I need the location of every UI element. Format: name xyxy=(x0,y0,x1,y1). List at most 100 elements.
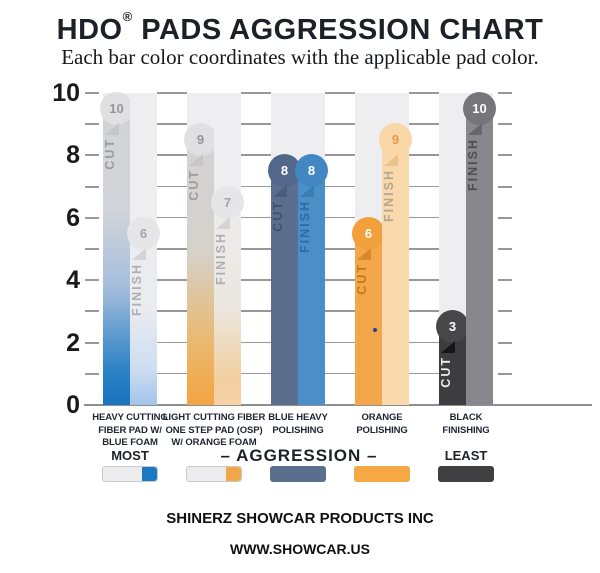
gridline xyxy=(157,185,187,188)
y-axis-tick-left xyxy=(85,341,99,344)
bar-value-badge: 10 xyxy=(100,92,133,125)
y-axis-tick-right xyxy=(498,372,512,375)
legend-swatch-3 xyxy=(354,466,410,482)
category-label-0: HEAVY CUTTING FIBER PAD W/BLUE FOAM xyxy=(72,412,188,450)
gridline xyxy=(325,185,355,188)
category-label-line: HEAVY CUTTING xyxy=(92,412,168,423)
y-axis-tick-left xyxy=(85,372,99,375)
y-axis-tick-left xyxy=(85,123,99,126)
category-label-2: BLUE HEAVY POLISHING xyxy=(240,412,356,437)
y-axis-label-10: 10 xyxy=(52,79,80,107)
legend-swatch-color-tip xyxy=(142,467,157,481)
gridline xyxy=(325,310,355,312)
category-label-line: W/ ORANGE FOAM xyxy=(171,437,257,449)
bar-series-label: CUT xyxy=(103,138,117,170)
bar-finish-3 xyxy=(382,124,409,405)
bar-value-badge: 8 xyxy=(295,154,328,187)
y-axis-tick-left xyxy=(85,310,99,313)
category-label-line: FIBER PAD W/ xyxy=(98,424,162,436)
bar-value-badge: 6 xyxy=(127,217,160,250)
y-axis-label-4: 4 xyxy=(66,266,80,295)
legend-swatch-4 xyxy=(438,466,494,482)
gridline xyxy=(409,248,439,250)
y-axis-label-2: 2 xyxy=(66,328,80,357)
category-label-line: ONE STEP PAD (OSP) xyxy=(165,424,263,436)
gridline xyxy=(157,310,187,312)
y-axis-tick-left xyxy=(85,216,99,219)
category-label-1: LIGHT CUTTING FIBER ONE STEP PAD (OSP) W/ … xyxy=(156,412,272,450)
x-axis-baseline xyxy=(84,404,592,406)
gridline xyxy=(325,248,355,250)
gridline xyxy=(241,248,271,250)
gridline xyxy=(325,216,355,219)
gridline xyxy=(241,216,271,219)
footer-company-name: SHINERZ SHOWCAR PRODUCTS INC xyxy=(166,510,434,527)
gridline xyxy=(157,216,187,219)
gridline xyxy=(157,92,187,94)
bar-series-label: FINISH xyxy=(298,200,312,253)
legend-swatch-2 xyxy=(270,466,326,482)
chart-subtitle: Each bar color coordinates with the appl… xyxy=(61,45,539,69)
gridline xyxy=(157,279,187,281)
bar-series-label: CUT xyxy=(439,356,453,388)
y-axis-tick-right xyxy=(498,341,512,344)
gridline xyxy=(241,92,271,94)
y-axis-tick-right xyxy=(498,154,512,157)
gridline xyxy=(157,123,187,125)
gridline xyxy=(241,123,271,125)
y-axis-tick-left xyxy=(85,92,99,94)
gridline xyxy=(157,248,187,250)
legend-swatch-color-tip xyxy=(226,467,241,481)
category-label-3: ORANGE POLISHING xyxy=(324,412,440,437)
bar-series-label: FINISH xyxy=(466,138,480,191)
y-axis-tick-right xyxy=(498,185,512,188)
legend-swatch-1 xyxy=(186,466,242,482)
bar-value-badge: 9 xyxy=(184,123,217,156)
legend-aggression-label: – AGGRESSION – xyxy=(220,446,378,465)
bar-cut-1 xyxy=(187,124,214,405)
y-axis-tick-right xyxy=(498,123,512,126)
bar-value-badge: 7 xyxy=(211,186,244,219)
bar-value-badge: 10 xyxy=(463,92,496,125)
gridline xyxy=(325,372,355,375)
gridline xyxy=(325,341,355,344)
gridline xyxy=(409,341,439,344)
bar-series-label: CUT xyxy=(355,263,369,295)
gridline xyxy=(409,216,439,219)
registered-trademark-symbol: ® xyxy=(122,9,133,24)
bar-value-badge: 3 xyxy=(436,310,469,343)
legend-swatch-0 xyxy=(102,466,158,482)
y-axis-label-0: 0 xyxy=(66,391,80,419)
page-title: HDO® PADS AGGRESSION CHART xyxy=(0,9,600,47)
gridline xyxy=(241,279,271,281)
y-axis-tick-right xyxy=(498,310,512,313)
gridline xyxy=(409,154,439,156)
y-axis-tick-right xyxy=(498,248,512,250)
bar-series-label: CUT xyxy=(271,200,285,232)
bar-series-label: CUT xyxy=(187,169,201,201)
stray-ink-dot xyxy=(373,328,377,332)
gridline xyxy=(409,279,439,281)
y-axis-tick-left xyxy=(85,279,99,282)
footer-website-url: WWW.SHOWCAR.US xyxy=(230,541,370,557)
gridline xyxy=(325,154,355,156)
y-axis-tick-left xyxy=(85,154,99,157)
gridline xyxy=(409,185,439,188)
category-label-line: BLACK xyxy=(449,412,483,423)
category-label-line: POLISHING xyxy=(272,424,324,436)
category-label-line: LIGHT CUTTING FIBER xyxy=(162,412,266,423)
bar-series-label: FINISH xyxy=(382,169,396,222)
category-label-line: FINISHING xyxy=(442,424,490,436)
category-label-line: BLUE HEAVY xyxy=(268,412,328,423)
bar-series-label: FINISH xyxy=(130,263,144,316)
legend-most-label: MOST xyxy=(111,448,149,463)
gridline xyxy=(241,185,271,188)
y-axis-tick-right xyxy=(498,279,512,282)
gridline xyxy=(241,310,271,312)
gridline xyxy=(325,279,355,281)
gridline xyxy=(409,92,439,94)
gridline xyxy=(409,310,439,312)
bar-value-badge: 6 xyxy=(352,217,385,250)
